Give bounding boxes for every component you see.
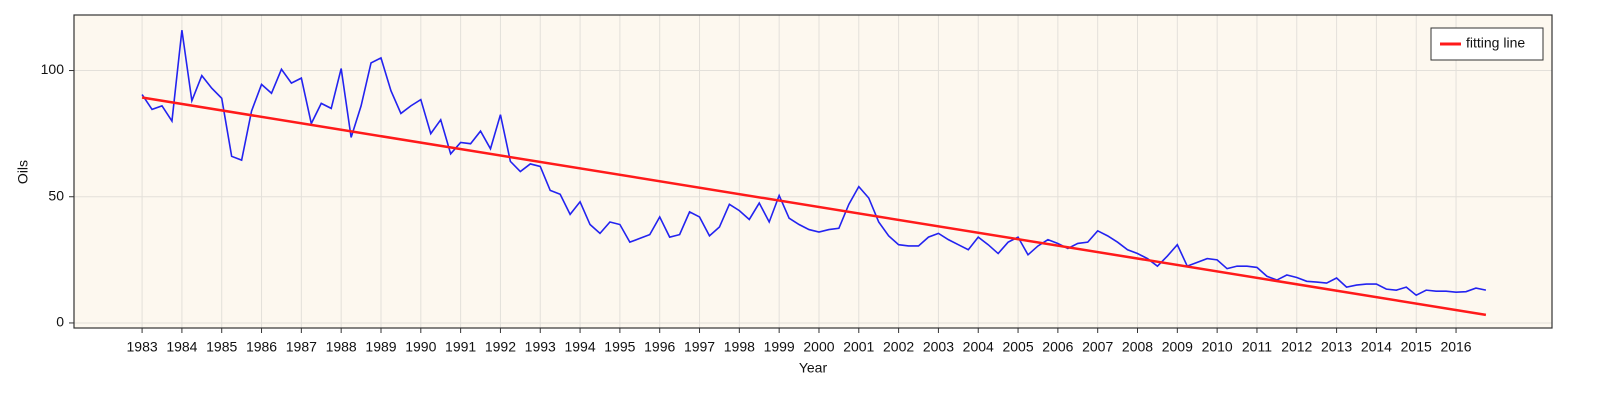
x-tick-label: 1995 xyxy=(604,339,635,355)
x-tick-label: 2002 xyxy=(883,339,914,355)
x-tick-label: 2011 xyxy=(1242,339,1272,355)
x-tick-label: 2013 xyxy=(1321,339,1352,355)
x-tick-label: 1992 xyxy=(485,339,516,355)
x-tick-label: 1984 xyxy=(166,339,197,355)
x-tick-label: 2000 xyxy=(803,339,834,355)
y-tick-label: 50 xyxy=(48,187,64,203)
x-tick-label: 2004 xyxy=(963,339,994,355)
y-tick-label: 0 xyxy=(56,314,64,330)
x-tick-label: 2014 xyxy=(1361,339,1392,355)
x-tick-label: 2016 xyxy=(1440,339,1471,355)
x-tick-label: 1997 xyxy=(684,339,715,355)
plot-frame xyxy=(73,14,1553,329)
x-tick-label: 1996 xyxy=(644,339,675,355)
y-tick-label: 100 xyxy=(41,61,65,77)
plot-area xyxy=(74,15,1552,328)
x-tick-label: 1994 xyxy=(564,339,595,355)
x-tick-label: 2007 xyxy=(1082,339,1113,355)
x-axis-title: Year xyxy=(799,360,828,376)
x-tick-label: 2009 xyxy=(1162,339,1193,355)
x-tick-label: 2008 xyxy=(1122,339,1153,355)
x-tick-label: 1985 xyxy=(206,339,237,355)
x-tick-label: 2010 xyxy=(1202,339,1233,355)
data-line xyxy=(141,30,1487,297)
data-line xyxy=(141,96,1487,317)
x-tick-label: 2006 xyxy=(1042,339,1073,355)
x-tick-label: 2015 xyxy=(1401,339,1432,355)
x-tick-label: 1987 xyxy=(286,339,317,355)
x-tick-label: 1991 xyxy=(445,339,476,355)
x-tick-label: 1989 xyxy=(365,339,396,355)
legend-label: fitting line xyxy=(1466,35,1525,51)
x-tick-label: 1986 xyxy=(246,339,277,355)
x-tick-label: 1998 xyxy=(724,339,755,355)
x-tick-label: 1990 xyxy=(405,339,436,355)
x-tick-label: 2001 xyxy=(843,339,874,355)
y-axis-title: Oils xyxy=(15,160,31,184)
x-tick-label: 1983 xyxy=(127,339,158,355)
x-tick-label: 2003 xyxy=(923,339,954,355)
x-tick-label: 1993 xyxy=(525,339,556,355)
x-tick-label: 1988 xyxy=(326,339,357,355)
x-tick-label: 1999 xyxy=(764,339,795,355)
x-tick-label: 2012 xyxy=(1281,339,1312,355)
x-tick-label: 2005 xyxy=(1002,339,1033,355)
